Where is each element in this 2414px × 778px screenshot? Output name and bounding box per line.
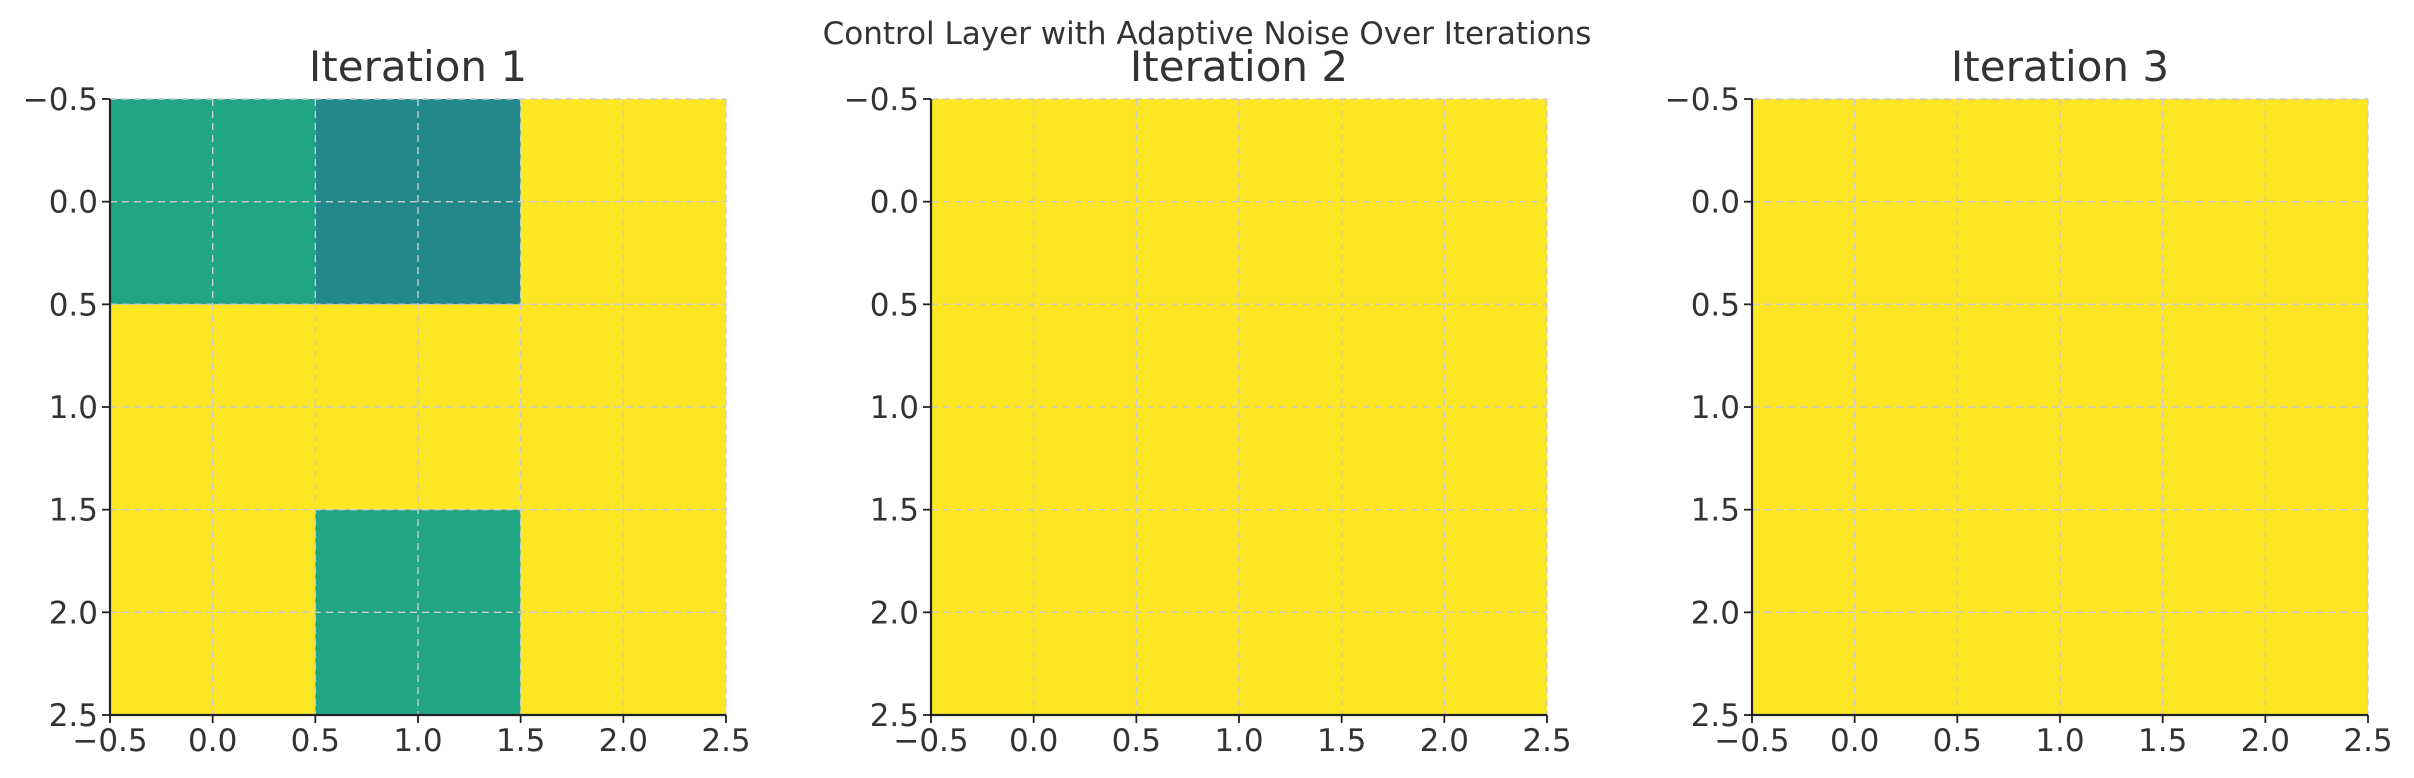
y-tick-label: 2.0 xyxy=(49,595,98,631)
y-tick-label: 2.0 xyxy=(1691,595,1740,631)
heatmap-cell xyxy=(1957,304,2163,510)
heatmap-cell xyxy=(1136,304,1342,510)
x-tick-label: 1.5 xyxy=(1317,723,1366,759)
y-tick-label: 0.5 xyxy=(49,287,98,323)
heatmap-cell xyxy=(315,304,521,510)
x-tick-label: 2.0 xyxy=(2241,723,2290,759)
heatmap-cells xyxy=(110,99,726,715)
panel-title: Iteration 1 xyxy=(309,42,527,91)
panel-title: Iteration 3 xyxy=(1951,42,2169,91)
x-tick-label: 0.5 xyxy=(291,723,340,759)
x-tick-label: 0.0 xyxy=(1009,723,1058,759)
heatmap-cells xyxy=(931,99,1547,715)
y-tick-label: 1.0 xyxy=(1691,390,1740,426)
x-tick-label: 1.5 xyxy=(496,723,545,759)
heatmap-cell xyxy=(2162,304,2368,510)
x-tick-label: 2.0 xyxy=(599,723,648,759)
x-tick-label: −0.5 xyxy=(893,723,968,759)
heatmap-cell xyxy=(1341,509,1547,715)
heatmap-cell xyxy=(315,509,521,715)
x-tick-label: 2.5 xyxy=(701,723,750,759)
x-tick-label: 0.5 xyxy=(1112,723,1161,759)
panel-3: Iteration 3−0.5 0.0 0.5 1.0 1.5 2.0 2.5−0.50.0… xyxy=(1665,42,2393,759)
y-tick-label: 1.5 xyxy=(870,493,919,529)
y-tick-label: −0.5 xyxy=(23,82,98,118)
y-tick-label: −0.5 xyxy=(1665,82,1740,118)
panel-1: Iteration 1−0.5 0.0 0.5 1.0 1.5 2.0 2.5−0.50.0… xyxy=(23,42,751,759)
x-tick-label: 2.5 xyxy=(2343,723,2392,759)
y-tick-label: 0.0 xyxy=(49,185,98,221)
x-tick-label: 1.0 xyxy=(1214,723,1263,759)
x-tick-label: −0.5 xyxy=(1714,723,1789,759)
figure-title: Control Layer with Adaptive Noise Over I… xyxy=(823,16,1592,52)
heatmap-cells xyxy=(1752,99,2368,715)
panel-title: Iteration 2 xyxy=(1130,42,1348,91)
y-tick-label: 1.5 xyxy=(1691,493,1740,529)
y-tick-label: 1.5 xyxy=(49,493,98,529)
x-tick-label: 1.0 xyxy=(393,723,442,759)
y-tick-label: −0.5 xyxy=(844,82,919,118)
heatmap-cell xyxy=(1341,304,1547,510)
panels-layer: Iteration 1−0.5 0.0 0.5 1.0 1.5 2.0 2.5−0.50.0… xyxy=(23,42,2393,759)
x-tick-label: 2.5 xyxy=(1522,723,1571,759)
y-tick-label: 0.0 xyxy=(870,185,919,221)
y-tick-label: 0.0 xyxy=(1691,185,1740,221)
x-tick-label: −0.5 xyxy=(72,723,147,759)
heatmap-cell xyxy=(520,304,726,510)
y-tick-label: 0.5 xyxy=(1691,287,1740,323)
x-tick-label: 1.0 xyxy=(2035,723,2084,759)
x-tick-label: 0.0 xyxy=(188,723,237,759)
y-tick-label: 1.0 xyxy=(870,390,919,426)
heatmap-cell xyxy=(2162,509,2368,715)
y-tick-label: 1.0 xyxy=(49,390,98,426)
heatmap-cell xyxy=(1136,509,1342,715)
heatmap-cell xyxy=(520,509,726,715)
y-tick-label: 0.5 xyxy=(870,287,919,323)
panel-2: Iteration 2−0.5 0.0 0.5 1.0 1.5 2.0 2.5−0.50.0… xyxy=(844,42,1572,759)
x-tick-label: 0.5 xyxy=(1933,723,1982,759)
y-tick-label: 2.5 xyxy=(870,698,919,734)
x-tick-label: 2.0 xyxy=(1420,723,1469,759)
x-tick-label: 0.0 xyxy=(1830,723,1879,759)
x-tick-label: 1.5 xyxy=(2138,723,2187,759)
heatmap-cell xyxy=(1957,509,2163,715)
y-tick-label: 2.5 xyxy=(1691,698,1740,734)
y-tick-label: 2.5 xyxy=(49,698,98,734)
y-tick-label: 2.0 xyxy=(870,595,919,631)
